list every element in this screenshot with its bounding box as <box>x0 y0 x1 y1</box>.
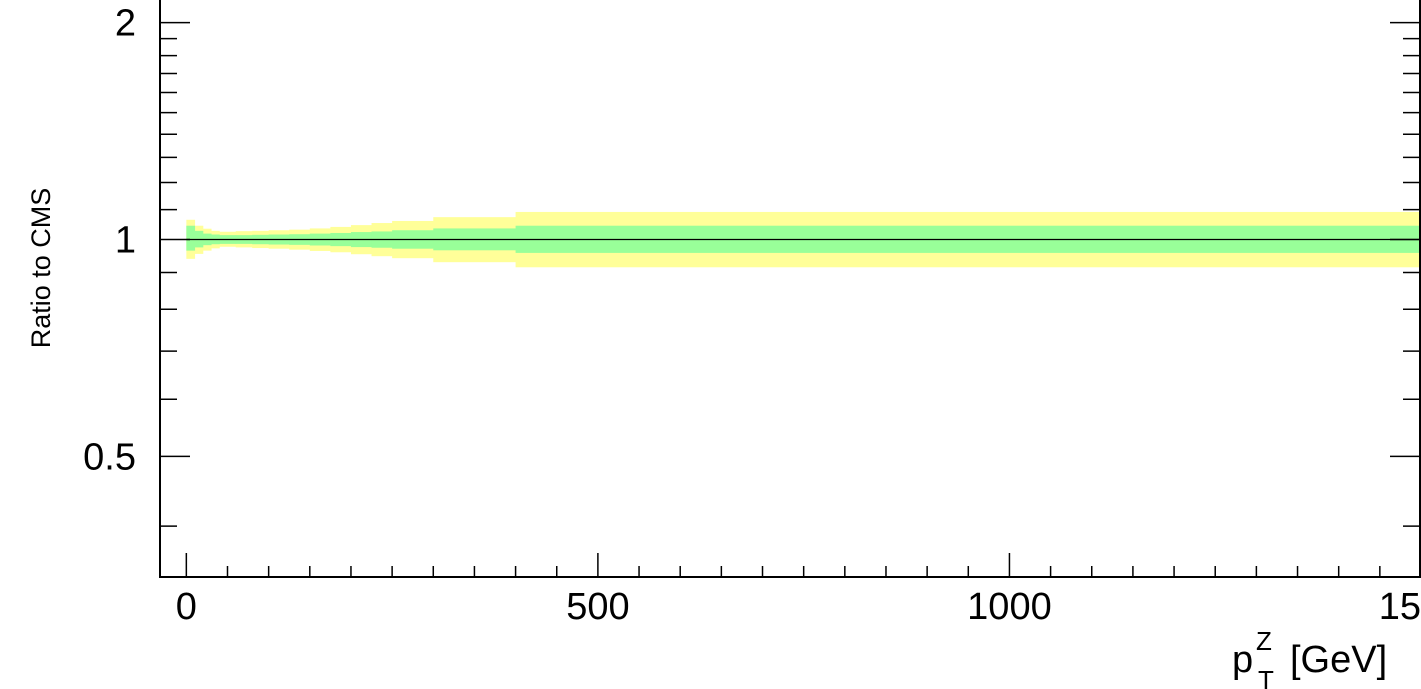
axes-layer <box>159 0 1421 578</box>
y-tick-label-0.5: 0.5 <box>83 436 136 478</box>
y-tick-label-2: 2 <box>115 3 136 45</box>
x-tick-label-500: 500 <box>566 586 629 628</box>
y-axis-title: Ratio to CMS <box>26 188 56 349</box>
x-axis-title-sub: T <box>1258 665 1274 689</box>
x-axis-title: p Z T [GeV] <box>1232 626 1387 689</box>
x-axis-title-unit: [GeV] <box>1290 639 1387 681</box>
inner-band-bin-0 <box>186 225 196 251</box>
y-tick-label-1: 1 <box>115 219 136 261</box>
x-axis-title-sup: Z <box>1256 626 1272 656</box>
ticks-layer <box>160 21 1421 577</box>
x-tick-label-1500: 1500 <box>1379 586 1421 628</box>
tick-labels-layer: 0 500 1000 1500 0.5 1 2 <box>83 3 1421 628</box>
x-axis-title-main: p <box>1232 639 1253 681</box>
x-tick-label-1000: 1000 <box>967 586 1052 628</box>
x-tick-label-0: 0 <box>176 586 197 628</box>
